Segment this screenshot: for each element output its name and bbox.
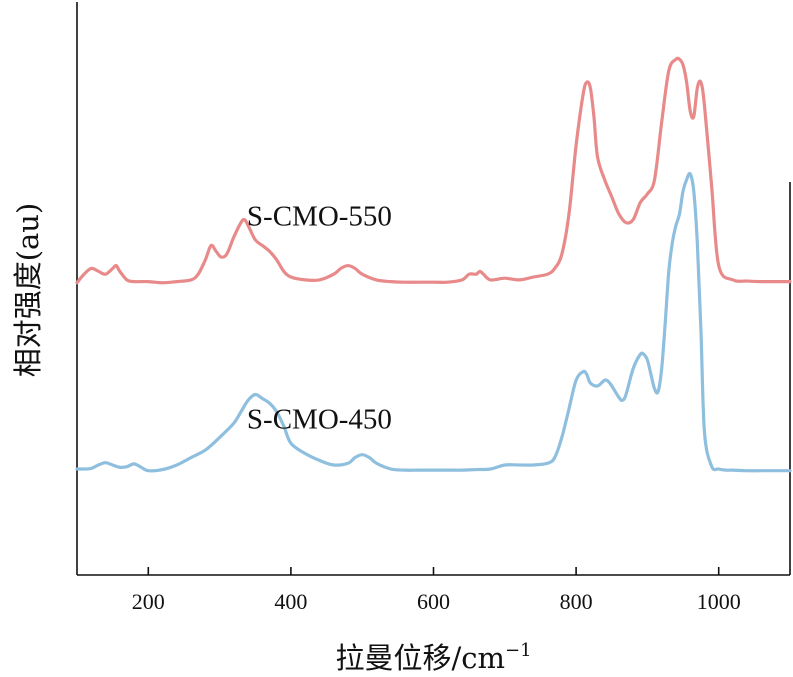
series-line-s-cmo-450 bbox=[75, 171, 792, 473]
x-tick-label: 600 bbox=[417, 589, 450, 614]
plot-frame bbox=[76, 2, 791, 576]
series-label-s-cmo-450: S-CMO-450 bbox=[247, 403, 392, 435]
series-label-s-cmo-550: S-CMO-550 bbox=[247, 200, 392, 232]
series-line-s-cmo-550 bbox=[75, 56, 792, 285]
y-axis-title: 相对强度(au) bbox=[11, 203, 45, 378]
series-label-layer: S-CMO-550 S-CMO-450 bbox=[247, 200, 392, 435]
x-axis-ticks: 200 400 600 800 1000 bbox=[132, 567, 741, 614]
axis-titles: 拉曼位移/cm−1 相对强度(au) bbox=[11, 203, 532, 675]
x-tick-label: 400 bbox=[274, 589, 307, 614]
x-tick-label: 200 bbox=[132, 589, 165, 614]
x-axis-title: 拉曼位移/cm−1 bbox=[335, 640, 531, 675]
x-tick-label: 800 bbox=[560, 589, 593, 614]
x-tick-label: 1000 bbox=[697, 589, 741, 614]
series-layer bbox=[75, 56, 792, 473]
